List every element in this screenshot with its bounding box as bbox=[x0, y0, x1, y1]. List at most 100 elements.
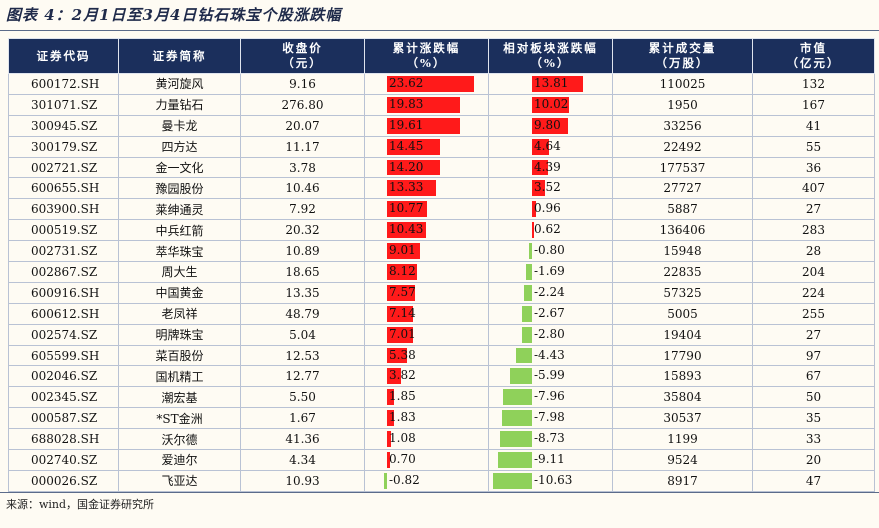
cell-volume: 9524 bbox=[612, 449, 753, 471]
bar-value-label: 19.83 bbox=[389, 96, 424, 111]
negative-bar bbox=[523, 284, 532, 301]
cell-name: 菜百股份 bbox=[118, 344, 241, 367]
table-row: 301071.SZ 力量钻石 276.80 19.83 10.02 1950 167 bbox=[8, 93, 875, 116]
cell-volume: 1950 bbox=[612, 93, 753, 116]
bar-value-label: 3.52 bbox=[534, 180, 561, 195]
cell-name: *ST金洲 bbox=[118, 407, 241, 430]
cell-code: 002345.SZ bbox=[8, 386, 119, 409]
cell-close: 3.78 bbox=[240, 156, 365, 179]
cell-cumulative-change: 23.62 bbox=[364, 73, 489, 95]
bar-value-label: -2.24 bbox=[534, 284, 565, 299]
cell-close: 5.04 bbox=[240, 323, 365, 346]
cell-relative-change: -7.98 bbox=[488, 407, 613, 430]
bar-value-label: 19.61 bbox=[389, 117, 424, 132]
header-close: 收盘价 （元） bbox=[240, 38, 365, 74]
cell-name: 四方达 bbox=[118, 135, 241, 158]
cell-relative-change: 10.02 bbox=[488, 93, 613, 116]
cell-name: 中兵红箭 bbox=[118, 219, 241, 242]
cell-market-cap: 132 bbox=[752, 73, 875, 95]
cell-cumulative-change: 9.01 bbox=[364, 240, 489, 263]
cell-name: 黄河旋风 bbox=[118, 73, 241, 95]
table-row: 300945.SZ 曼卡龙 20.07 19.61 9.80 33256 41 bbox=[8, 114, 875, 137]
cell-market-cap: 255 bbox=[752, 302, 875, 325]
cell-name: 周大生 bbox=[118, 261, 241, 283]
header-row: 证券代码 证券简称 收盘价 （元） 累计涨跌幅 （%） 相对板块涨跌幅 （%） 累计成… bbox=[8, 38, 875, 74]
cell-close: 12.53 bbox=[240, 344, 365, 367]
positive-bar bbox=[387, 284, 415, 301]
cell-name: 老凤祥 bbox=[118, 302, 241, 325]
title-divider bbox=[0, 30, 879, 31]
positive-bar bbox=[387, 180, 437, 197]
cell-cumulative-change: 7.14 bbox=[364, 302, 489, 325]
cell-relative-change: -2.67 bbox=[488, 302, 613, 325]
negative-bar bbox=[509, 368, 532, 385]
cell-market-cap: 407 bbox=[752, 177, 875, 200]
cell-cumulative-change: 14.45 bbox=[364, 135, 489, 158]
cell-volume: 15893 bbox=[612, 365, 753, 388]
cell-code: 000026.SZ bbox=[8, 469, 119, 492]
cell-close: 20.32 bbox=[240, 219, 365, 242]
table-row: 688028.SH 沃尔德 41.36 1.08 -8.73 1199 33 bbox=[8, 428, 875, 451]
cell-cumulative-change: 10.77 bbox=[364, 198, 489, 221]
cell-close: 10.46 bbox=[240, 177, 365, 200]
table-row: 002867.SZ 周大生 18.65 8.12 -1.69 22835 204 bbox=[8, 261, 875, 283]
positive-bar bbox=[387, 264, 418, 280]
bar-value-label: -10.63 bbox=[534, 472, 573, 487]
bar-value-label: -1.69 bbox=[534, 264, 565, 279]
cell-name: 豫园股份 bbox=[118, 177, 241, 200]
cell-code: 002721.SZ bbox=[8, 156, 119, 179]
bar-value-label: -5.99 bbox=[534, 368, 565, 383]
bar-value-label: 0.70 bbox=[389, 452, 416, 467]
positive-bar bbox=[387, 96, 461, 113]
positive-bar bbox=[387, 368, 402, 385]
cell-close: 12.77 bbox=[240, 365, 365, 388]
bar-value-label: 13.81 bbox=[534, 76, 569, 90]
negative-bar bbox=[502, 389, 532, 406]
cell-close: 9.16 bbox=[240, 73, 365, 95]
positive-bar bbox=[387, 347, 407, 364]
cell-cumulative-change: 0.70 bbox=[364, 449, 489, 471]
bar-value-label: 23.62 bbox=[389, 76, 424, 90]
positive-bar bbox=[387, 305, 414, 322]
cell-volume: 33256 bbox=[612, 114, 753, 137]
positive-bar bbox=[532, 138, 550, 155]
cell-market-cap: 36 bbox=[752, 156, 875, 179]
cell-market-cap: 167 bbox=[752, 93, 875, 116]
cell-volume: 136406 bbox=[612, 219, 753, 242]
positive-bar bbox=[387, 117, 460, 134]
cell-code: 600172.SH bbox=[8, 73, 119, 95]
cell-relative-change: 3.52 bbox=[488, 177, 613, 200]
negative-bar bbox=[515, 347, 532, 364]
negative-bar bbox=[499, 431, 532, 448]
cell-code: 002574.SZ bbox=[8, 323, 119, 346]
cell-market-cap: 55 bbox=[752, 135, 875, 158]
table-row: 600172.SH 黄河旋风 9.16 23.62 13.81 110025 132 bbox=[8, 73, 875, 95]
positive-bar bbox=[387, 201, 427, 218]
cell-code: 600655.SH bbox=[8, 177, 119, 200]
cell-volume: 17790 bbox=[612, 344, 753, 367]
bar-value-label: 4.64 bbox=[534, 138, 561, 153]
bar-value-label: 1.85 bbox=[389, 389, 416, 404]
cell-cumulative-change: 19.61 bbox=[364, 114, 489, 137]
cell-cumulative-change: 1.83 bbox=[364, 407, 489, 430]
cell-market-cap: 27 bbox=[752, 198, 875, 221]
cell-close: 11.17 bbox=[240, 135, 365, 158]
cell-market-cap: 41 bbox=[752, 114, 875, 137]
cell-name: 金一文化 bbox=[118, 156, 241, 179]
bar-value-label: 10.02 bbox=[534, 96, 569, 111]
cell-name: 潮宏基 bbox=[118, 386, 241, 409]
cell-relative-change: 13.81 bbox=[488, 73, 613, 95]
cell-code: 002740.SZ bbox=[8, 449, 119, 471]
cell-volume: 27727 bbox=[612, 177, 753, 200]
cell-volume: 1199 bbox=[612, 428, 753, 451]
cell-cumulative-change: 5.38 bbox=[364, 344, 489, 367]
cell-market-cap: 224 bbox=[752, 281, 875, 304]
cell-code: 000519.SZ bbox=[8, 219, 119, 242]
cell-volume: 22835 bbox=[612, 261, 753, 283]
cell-volume: 8917 bbox=[612, 469, 753, 492]
table-row: 002046.SZ 国机精工 12.77 3.82 -5.99 15893 67 bbox=[8, 365, 875, 388]
table-row: 600655.SH 豫园股份 10.46 13.33 3.52 27727 407 bbox=[8, 177, 875, 200]
cell-name: 国机精工 bbox=[118, 365, 241, 388]
header-name: 证券简称 bbox=[118, 38, 241, 74]
cell-volume: 5887 bbox=[612, 198, 753, 221]
